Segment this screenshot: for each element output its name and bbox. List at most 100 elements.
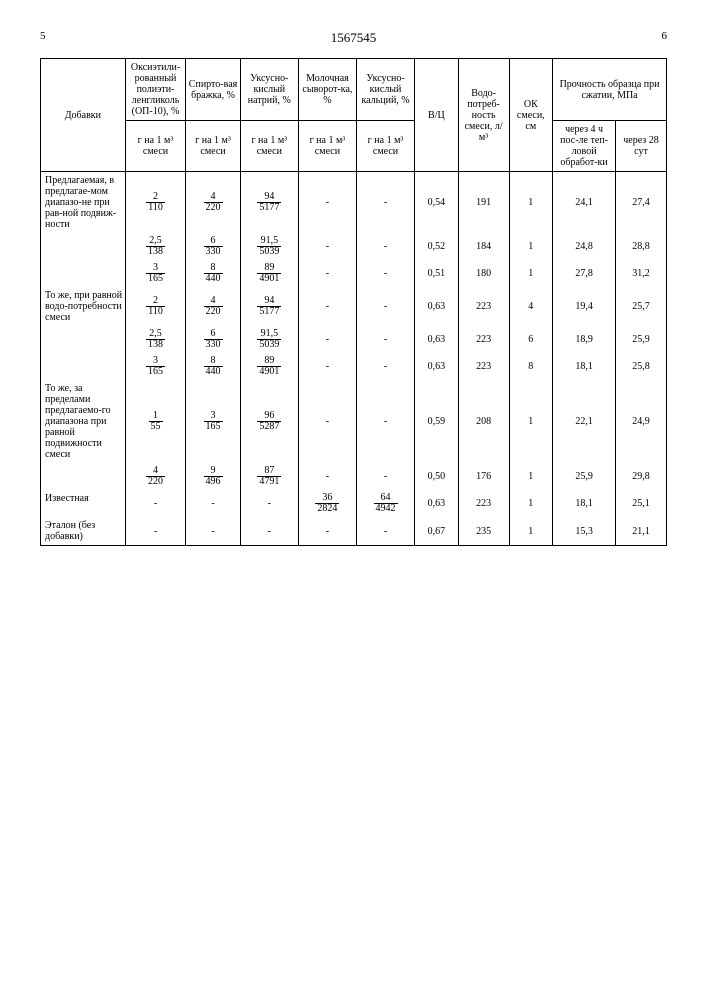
- table-row: Известная---3628246449420,63223118,125,1: [41, 490, 667, 517]
- cell: 945177: [240, 172, 298, 234]
- cell: 1: [509, 517, 553, 546]
- cell: 25,1: [616, 490, 667, 517]
- cell: -: [298, 326, 356, 353]
- cell: -: [125, 517, 186, 546]
- table-row: Эталон (без добавки)-----0,67235115,321,…: [41, 517, 667, 546]
- cell: 0,63: [415, 490, 459, 517]
- cell: 0,52: [415, 233, 459, 260]
- cell: -: [298, 233, 356, 260]
- cell: 1: [509, 490, 553, 517]
- cell: -: [356, 172, 414, 234]
- cell: 945177: [240, 287, 298, 326]
- cell: 223: [458, 353, 509, 380]
- cell: 0,63: [415, 353, 459, 380]
- h-syvor: Молочная сыворот-ка, %: [298, 59, 356, 121]
- cell: 24,9: [616, 380, 667, 463]
- h-p28: через 28 сут: [616, 121, 667, 172]
- cell: 6330: [186, 233, 240, 260]
- table-row: То же, при равной водо-потребности смеси…: [41, 287, 667, 326]
- cell: -: [186, 490, 240, 517]
- cell: 362824: [298, 490, 356, 517]
- cell: 6: [509, 326, 553, 353]
- cell: 180: [458, 260, 509, 287]
- cell: -: [298, 287, 356, 326]
- cell: 31,2: [616, 260, 667, 287]
- cell: 208: [458, 380, 509, 463]
- cell: -: [298, 172, 356, 234]
- row-label: [41, 353, 126, 380]
- cell: 874791: [240, 463, 298, 490]
- cell: 2110: [125, 287, 186, 326]
- cell: 0,59: [415, 380, 459, 463]
- cell: 8: [509, 353, 553, 380]
- cell: 1: [509, 463, 553, 490]
- cell: 4220: [186, 287, 240, 326]
- cell: 3165: [125, 260, 186, 287]
- cell: 1: [509, 233, 553, 260]
- patent-number: 1567545: [40, 30, 667, 46]
- cell: 1: [509, 380, 553, 463]
- cell: 6330: [186, 326, 240, 353]
- row-label: Известная: [41, 490, 126, 517]
- cell: 2110: [125, 172, 186, 234]
- cell: 1: [509, 260, 553, 287]
- data-table: Добавки Оксиэтили-рованный полиэти-ленгл…: [40, 58, 667, 546]
- h-proch: Прочность образца при сжатии, МПа: [553, 59, 667, 121]
- table-row: 42209496874791--0,50176125,929,8: [41, 463, 667, 490]
- cell: 24,8: [553, 233, 616, 260]
- row-label: [41, 463, 126, 490]
- cell: -: [356, 517, 414, 546]
- cell: 0,50: [415, 463, 459, 490]
- cell: 22,1: [553, 380, 616, 463]
- cell: 223: [458, 490, 509, 517]
- row-label: То же, за пределами предлагаемо-го диапа…: [41, 380, 126, 463]
- cell: 25,9: [553, 463, 616, 490]
- cell: -: [356, 326, 414, 353]
- cell: 155: [125, 380, 186, 463]
- cell: 91,55039: [240, 326, 298, 353]
- cell: 27,4: [616, 172, 667, 234]
- cell: 8440: [186, 260, 240, 287]
- cell: 894901: [240, 260, 298, 287]
- cell: 19,4: [553, 287, 616, 326]
- h-sub4: г на 1 м³ смеси: [298, 121, 356, 172]
- cell: 18,9: [553, 326, 616, 353]
- cell: 91,55039: [240, 233, 298, 260]
- page-right: 6: [662, 30, 668, 42]
- cell: -: [298, 517, 356, 546]
- row-label: [41, 326, 126, 353]
- cell: 27,8: [553, 260, 616, 287]
- cell: 965287: [240, 380, 298, 463]
- cell: 4220: [186, 172, 240, 234]
- cell: 0,63: [415, 326, 459, 353]
- h-vodo: Водо-потреб-ность смеси, л/м³: [458, 59, 509, 172]
- row-label: Предлагаемая, в предлагае-мом диапазо-не…: [41, 172, 126, 234]
- cell: 29,8: [616, 463, 667, 490]
- cell: 3165: [125, 353, 186, 380]
- cell: 9496: [186, 463, 240, 490]
- cell: -: [240, 517, 298, 546]
- cell: 8440: [186, 353, 240, 380]
- cell: 0,67: [415, 517, 459, 546]
- cell: 2,5138: [125, 326, 186, 353]
- cell: -: [356, 287, 414, 326]
- h-brazh: Спирто-вая бражка, %: [186, 59, 240, 121]
- cell: -: [125, 490, 186, 517]
- row-label: [41, 233, 126, 260]
- h-sub1: г на 1 м³ смеси: [125, 121, 186, 172]
- h-sub2: г на 1 м³ смеси: [186, 121, 240, 172]
- row-label: Эталон (без добавки): [41, 517, 126, 546]
- cell: 894901: [240, 353, 298, 380]
- page-left: 5: [40, 30, 46, 42]
- cell: -: [356, 260, 414, 287]
- cell: -: [240, 490, 298, 517]
- cell: 223: [458, 287, 509, 326]
- cell: 15,3: [553, 517, 616, 546]
- cell: 0,51: [415, 260, 459, 287]
- table-row: 2,5138633091,55039--0,63223618,925,9: [41, 326, 667, 353]
- h-sub3: г на 1 м³ смеси: [240, 121, 298, 172]
- cell: -: [356, 353, 414, 380]
- cell: 3165: [186, 380, 240, 463]
- h-natriy: Уксусно-кислый натрий, %: [240, 59, 298, 121]
- table-row: 31658440894901--0,51180127,831,2: [41, 260, 667, 287]
